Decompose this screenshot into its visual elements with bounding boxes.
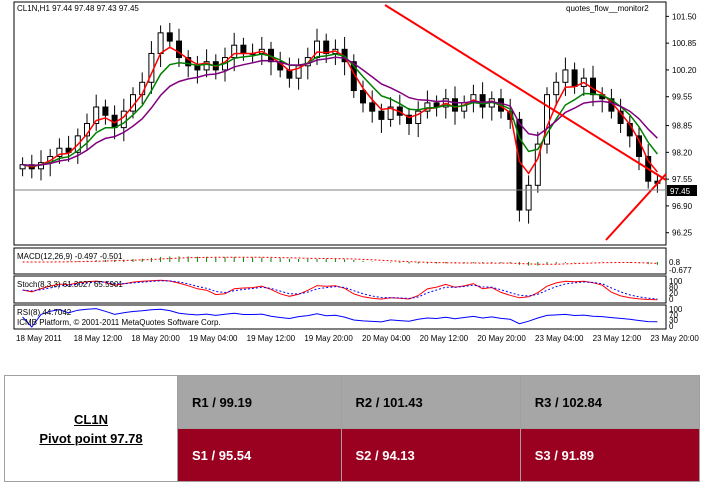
candle-body [590,77,596,96]
upper-trendline [384,4,667,181]
candle-body [185,57,192,67]
candle-body [553,81,560,96]
stoch-panel [13,275,667,304]
price-tick-label: 101.50 [672,12,697,21]
ma-mid-line [22,53,658,167]
price-tick-label: 96.90 [672,202,693,211]
time-tick-label: 18 May 2011 [16,334,62,343]
price-axis: 101.50 100.85 100.20 99.55 98.85 98.20 97.55 96… [666,12,697,238]
price-tick-label: 98.85 [672,122,693,131]
candle-body [617,110,624,125]
candle-body [157,32,164,54]
price-tick-label: 96.25 [672,229,693,238]
candle-body [203,61,210,71]
macd-tick-top: 0.8 [669,258,681,267]
macd-signal-line [22,256,658,265]
price-tick-label: 99.55 [672,93,693,102]
ma-fast-line [22,46,658,175]
candle-body [571,69,578,87]
stoch-label: Stoch(8,3,3) 61.3027 65.5901 [17,280,123,289]
copyright-text: ICMB Platform, © 2001-2011 MetaQuotes So… [17,318,221,327]
trendlines [384,4,667,241]
candle-body [534,143,541,186]
price-chart: 97.45 101.50 100.85 100.20 99.55 98.85 98.20 9… [13,1,699,343]
candle-body [240,44,247,54]
symbol-header: CL1N,H1 97.44 97.48 97.43 97.45 [17,4,139,13]
macd-tick-bottom: -0.677 [669,266,692,275]
candle-body [102,106,109,116]
candle-body [452,98,458,112]
rsi-label: RSI(8) 44.7042 [17,308,72,317]
stoch-tick-100: 100 [669,277,683,286]
candle-body [525,184,532,211]
rsi-panel [13,304,667,330]
rsi-line [22,308,658,328]
price-tick-label: 100.20 [672,66,697,75]
time-axis: 18 May 2011 18 May 12:00 18 May 20:00 19 Ma… [16,334,699,343]
time-tick-label: 19 May 12:00 [247,334,296,343]
macd-label: MACD(12,26,9) -0.497 -0.501 [17,252,123,261]
candle-body [360,90,366,104]
stoch-tick-0: 0 [669,295,674,304]
last-price-box [667,185,697,196]
time-tick-label: 18 May 20:00 [131,334,180,343]
rsi-tick-30: 30 [669,316,678,325]
candle-body [194,65,201,71]
candle-body [424,102,431,112]
time-tick-label: 23 May 12:00 [593,334,642,343]
support-3: S3 / 91.89 [519,428,701,482]
candle-body [378,110,385,120]
time-tick-label: 19 May 04:00 [189,334,238,343]
lower-trendline [605,173,667,241]
candle-body [120,110,127,129]
candle-body [323,40,330,54]
stoch-signal-line [22,280,658,300]
resistance-1: R1 / 99.19 [177,375,342,429]
candle-body [415,110,422,125]
resistance-3: R3 / 102.84 [519,375,701,429]
rsi-tick-70: 70 [669,311,678,320]
price-tick-label: 97.55 [672,175,693,184]
time-tick-label: 20 May 12:00 [420,334,469,343]
time-tick-label: 20 May 20:00 [477,334,526,343]
price-tick-label: 98.20 [672,148,693,157]
candle-body [562,69,569,83]
rsi-tick-100: 100 [669,305,683,314]
candle-body [166,32,173,42]
pivot-point: Pivot point 97.78 [39,430,143,446]
support-1: S1 / 95.54 [177,428,342,482]
candle-body [93,106,100,125]
moving-averages [22,46,658,175]
time-tick-label: 20 May 04:00 [362,334,411,343]
resistance-2: R2 / 101.43 [340,375,521,429]
stoch-tick-20: 20 [669,289,678,298]
pivot-table: CL1N Pivot point 97.78 R1 / 99.19 R2 / 1… [4,375,701,482]
support-2: S2 / 94.13 [340,428,521,482]
time-tick-label: 18 May 12:00 [74,334,123,343]
last-price-label: 97.45 [670,187,691,196]
candle-body [479,94,486,108]
time-tick-label: 23 May 20:00 [650,334,699,343]
time-tick-label: 23 May 04:00 [535,334,584,343]
ma-slow-line [22,56,658,167]
price-tick-label: 100.85 [672,39,697,48]
time-tick-label: 19 May 20:00 [304,334,353,343]
candle-body [56,147,63,157]
candle-body [387,106,394,120]
rsi-tick-0: 0 [669,322,674,331]
stoch-tick-80: 80 [669,283,678,292]
pivot-summary-cell: CL1N Pivot point 97.78 [4,375,178,482]
candle-body [176,40,182,59]
indicator-name: quotes_flow__monitor2 [566,4,649,13]
candle-body [369,102,376,112]
candle-body [406,114,412,125]
pivot-symbol: CL1N [74,411,108,427]
